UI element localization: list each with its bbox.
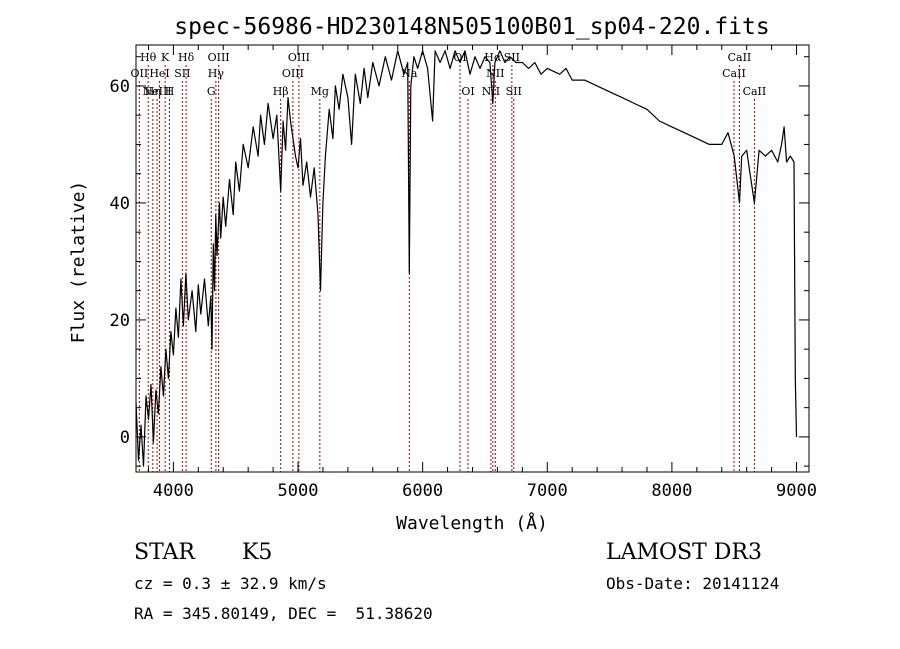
- line-label: H: [165, 85, 175, 98]
- y-axis-label: Flux (relative): [68, 181, 89, 344]
- object-class: STAR: [134, 540, 195, 565]
- line-label: SII: [506, 85, 522, 98]
- line-label: CaII: [722, 67, 746, 80]
- line-label: NII: [486, 67, 504, 80]
- line-label: OII: [131, 67, 149, 80]
- flux-series: [136, 50, 798, 467]
- flux-line: [136, 50, 798, 467]
- line-label: K: [161, 51, 170, 64]
- line-label: SII: [504, 51, 520, 64]
- x-tick-label: 6000: [402, 481, 443, 501]
- x-tick-label: 8000: [651, 481, 692, 501]
- line-label: OIII: [208, 51, 230, 64]
- plot-frame: [135, 44, 810, 473]
- spectrum-chart: spec-56986-HD230148N505100B01_sp04-220.f…: [68, 14, 817, 534]
- line-label: OI: [461, 85, 474, 98]
- line-label: Hγ: [208, 67, 225, 80]
- object-subclass: K5: [242, 540, 273, 565]
- y-tick-label: 0: [120, 428, 130, 448]
- line-label: CaII: [728, 51, 752, 64]
- x-tick-label: 7000: [527, 481, 568, 501]
- line-label: Mg: [311, 85, 329, 98]
- x-axis-label: Wavelength (Å): [396, 512, 548, 534]
- line-label: CaII: [743, 85, 767, 98]
- x-tick-label: 5000: [278, 481, 319, 501]
- line-label: NII: [482, 85, 500, 98]
- line-label: G: [207, 85, 216, 98]
- x-tick-label: 9000: [776, 481, 817, 501]
- line-label: Hδ: [178, 51, 195, 64]
- x-tick-label: 4000: [153, 481, 194, 501]
- y-tick-label: 60: [110, 77, 130, 97]
- line-label: NeIII: [142, 85, 171, 98]
- axes: 4000 5000 6000 7000 8000 9000 0 20 40 60: [110, 45, 817, 501]
- line-label: Hθ: [140, 51, 157, 64]
- line-label: SII: [174, 67, 190, 80]
- line-label: Hβ: [273, 85, 289, 98]
- obs-date: Obs-Date: 20141124: [606, 574, 780, 593]
- y-tick-label: 40: [110, 194, 130, 214]
- line-label: OIII: [288, 51, 310, 64]
- line-label: OIII: [282, 67, 304, 80]
- coordinates: RA = 345.80149, DEC = 51.38620: [134, 604, 433, 623]
- chart-title: spec-56986-HD230148N505100B01_sp04-220.f…: [174, 14, 769, 40]
- line-label: HeI: [149, 67, 169, 80]
- survey-name: LAMOST DR3: [606, 540, 762, 565]
- y-tick-label: 20: [110, 311, 130, 331]
- line-label: Hη: [145, 85, 161, 98]
- redshift-readout: cz = 0.3 ± 32.9 km/s: [134, 574, 327, 593]
